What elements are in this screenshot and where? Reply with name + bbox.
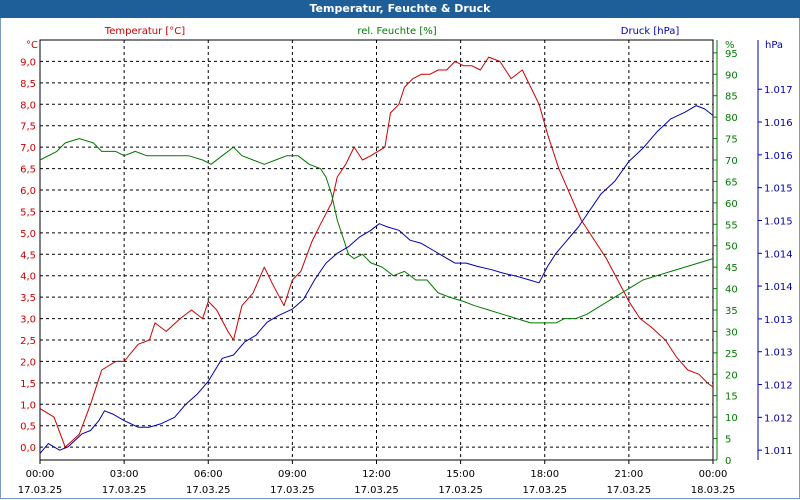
x-tick-date: 18.03.25 bbox=[691, 485, 736, 496]
temperature-tick-label: 3,0 bbox=[20, 315, 36, 326]
temperature-tick-label: 0,0 bbox=[20, 443, 36, 454]
series-lines bbox=[39, 56, 714, 454]
humidity-tick-label: 10 bbox=[725, 413, 738, 424]
humidity-tick-label: 90 bbox=[725, 70, 738, 81]
x-tick-time: 15:00 bbox=[446, 469, 475, 480]
temperature-tick-label: 2,0 bbox=[20, 357, 36, 368]
temperature-tick-label: 7,5 bbox=[20, 122, 36, 133]
x-tick-date: 17.03.25 bbox=[18, 485, 63, 496]
temperature-tick-label: 3,5 bbox=[20, 293, 36, 304]
x-tick-time: 12:00 bbox=[362, 469, 391, 480]
humidity-tick-label: 75 bbox=[725, 135, 738, 146]
temperature-tick-label: 0,5 bbox=[20, 422, 36, 433]
temperature-series-label: Temperatur [°C] bbox=[104, 26, 185, 37]
pressure-tick-label: 1.014 bbox=[764, 249, 793, 260]
humidity-tick-label: 15 bbox=[725, 392, 738, 403]
temperature-tick-label: 2,5 bbox=[20, 336, 36, 347]
x-tick-time: 03:00 bbox=[110, 469, 139, 480]
x-tick-time: 09:00 bbox=[278, 469, 307, 480]
temperature-tick-label: 8,5 bbox=[20, 79, 36, 90]
x-tick-date: 17.03.25 bbox=[438, 485, 483, 496]
x-tick-date: 17.03.25 bbox=[270, 485, 315, 496]
x-tick-time: 18:00 bbox=[530, 469, 559, 480]
humidity-tick-label: 30 bbox=[725, 327, 738, 338]
pressure-tick-label: 1.015 bbox=[764, 216, 793, 227]
humidity-tick-label: 25 bbox=[725, 349, 738, 360]
humidity-tick-label: 85 bbox=[725, 92, 738, 103]
humidity-tick-label: 45 bbox=[725, 263, 738, 274]
axes: 0,0 0,5 1,0 1,5 2,0 2,5 3,0 3,5 4,0 4,5 5,0 5,5 6,0 6… bbox=[18, 40, 793, 496]
humidity-tick-label: 60 bbox=[725, 199, 738, 210]
humidity-tick-label: 55 bbox=[725, 220, 738, 231]
pressure-series-label: Druck [hPa] bbox=[621, 26, 680, 37]
temperature-tick-label: 6,5 bbox=[20, 165, 36, 176]
pressure-line bbox=[39, 105, 714, 454]
temperature-tick-label: 5,0 bbox=[20, 229, 36, 240]
humidity-tick-label: 0 bbox=[725, 456, 731, 467]
humidity-tick-label: 20 bbox=[725, 370, 738, 381]
humidity-unit-label: % bbox=[725, 40, 735, 51]
temperature-tick-label: 4,5 bbox=[20, 250, 36, 261]
temperature-line bbox=[39, 56, 714, 448]
humidity-tick-label: 70 bbox=[725, 156, 738, 167]
pressure-tick-label: 1.017 bbox=[764, 85, 793, 96]
pressure-tick-label: 1.014 bbox=[764, 282, 793, 293]
humidity-series-label: rel. Feuchte [%] bbox=[357, 26, 436, 37]
x-tick-time: 06:00 bbox=[194, 469, 223, 480]
x-tick-time: 00:00 bbox=[699, 469, 728, 480]
humidity-tick-label: 40 bbox=[725, 285, 738, 296]
window-title: Temperatur, Feuchte & Druck bbox=[0, 0, 800, 18]
humidity-tick-label: 80 bbox=[725, 113, 738, 124]
pressure-tick-label: 1.012 bbox=[764, 381, 793, 392]
x-tick-time: 00:00 bbox=[26, 469, 55, 480]
temperature-tick-label: 4,0 bbox=[20, 272, 36, 283]
humidity-tick-label: 35 bbox=[725, 306, 738, 317]
x-tick-date: 17.03.25 bbox=[102, 485, 147, 496]
humidity-line bbox=[39, 138, 714, 324]
temperature-tick-label: 6,0 bbox=[20, 186, 36, 197]
x-tick-date: 17.03.25 bbox=[522, 485, 567, 496]
pressure-tick-label: 1.016 bbox=[764, 151, 793, 162]
temperature-tick-label: 1,0 bbox=[20, 400, 36, 411]
temperature-tick-label: 8,0 bbox=[20, 100, 36, 111]
x-tick-date: 17.03.25 bbox=[607, 485, 652, 496]
grid bbox=[40, 40, 713, 460]
pressure-tick-label: 1.013 bbox=[764, 348, 793, 359]
temperature-tick-label: 7,0 bbox=[20, 143, 36, 154]
pressure-tick-label: 1.013 bbox=[764, 315, 793, 326]
humidity-tick-label: 5 bbox=[725, 435, 731, 446]
temperature-unit-label: °C bbox=[26, 40, 38, 51]
x-tick-time: 21:00 bbox=[614, 469, 643, 480]
humidity-tick-label: 65 bbox=[725, 177, 738, 188]
temperature-tick-label: 5,5 bbox=[20, 207, 36, 218]
pressure-tick-label: 1.015 bbox=[764, 184, 793, 195]
humidity-tick-label: 50 bbox=[725, 242, 738, 253]
humidity-tick-label: 95 bbox=[725, 49, 738, 60]
pressure-unit-label: hPa bbox=[765, 40, 783, 51]
pressure-tick-label: 1.011 bbox=[764, 446, 793, 457]
pressure-tick-label: 1.016 bbox=[764, 118, 793, 129]
x-tick-date: 17.03.25 bbox=[186, 485, 231, 496]
temperature-tick-label: 1,5 bbox=[20, 379, 36, 390]
temperature-tick-label: 9,0 bbox=[20, 57, 36, 68]
pressure-tick-label: 1.012 bbox=[764, 413, 793, 424]
x-tick-date: 17.03.25 bbox=[354, 485, 399, 496]
